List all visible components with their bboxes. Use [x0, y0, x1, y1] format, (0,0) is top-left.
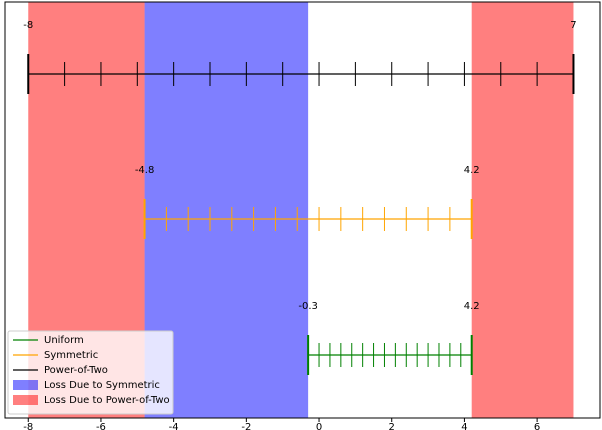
range-min-label: -8 — [23, 20, 33, 31]
x-tick-label: -8 — [23, 422, 33, 430]
legend-patch — [13, 380, 38, 390]
legend-box — [7, 330, 174, 415]
legend-label: Loss Due to Power-of-Two — [44, 395, 170, 406]
x-tick-label: -4 — [169, 422, 179, 430]
loss-span — [471, 2, 574, 418]
x-tick-label: 4 — [461, 422, 467, 430]
range-max-label: 7 — [570, 20, 576, 31]
plot-frame — [4, 1, 601, 419]
legend-patch — [13, 395, 38, 405]
range-min-label: -0.3 — [298, 301, 318, 312]
legend: Uniform Symmetric Power-of-Two Loss Due to … — [7, 330, 174, 415]
range-max-label: 4.2 — [464, 165, 480, 176]
x-tick-label: 6 — [534, 422, 540, 430]
range-max-label: 4.2 — [464, 301, 480, 312]
legend-label: Uniform — [44, 335, 84, 346]
legend-label: Power-of-Two — [44, 365, 108, 376]
x-tick-label: -6 — [96, 422, 106, 430]
x-tick-label: -2 — [241, 422, 251, 430]
x-tick-label: 2 — [389, 422, 395, 430]
legend-label: Symmetric — [44, 350, 98, 361]
x-tick-label: 0 — [316, 422, 322, 430]
legend-label: Loss Due to Symmetric — [44, 380, 160, 391]
range-min-label: -4.8 — [135, 165, 155, 176]
